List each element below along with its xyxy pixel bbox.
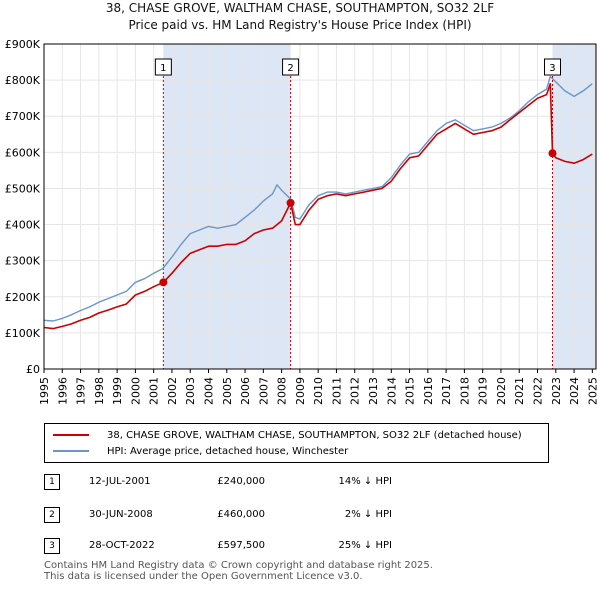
x-tick-label: 2002	[166, 377, 179, 405]
sale-point	[548, 149, 557, 158]
y-tick-label: £0	[26, 363, 40, 376]
footer: Contains HM Land Registry data © Crown c…	[44, 560, 433, 582]
x-tick-label: 2020	[495, 377, 508, 405]
sale-number-badge: 1	[44, 474, 60, 490]
property-series-line	[43, 82, 593, 330]
sale-hpi-diff: 2% ↓ HPI	[344, 509, 392, 520]
sale-point	[286, 198, 295, 207]
x-tick-label: 2016	[422, 377, 435, 405]
x-tick-label: 2013	[367, 377, 380, 405]
y-tick-label: £200K	[5, 291, 41, 304]
sale-hpi-diff: 25% ↓ HPI	[338, 540, 392, 551]
x-tick-label: 2001	[148, 377, 161, 405]
x-tick-label: 2015	[404, 377, 417, 405]
x-tick-label: 2004	[203, 377, 216, 405]
sale-number-badge: 2	[44, 507, 60, 523]
x-tick-label: 2011	[330, 377, 343, 405]
sale-label: 1	[160, 63, 166, 74]
plot-frame	[43, 43, 597, 370]
x-tick-label: 1997	[75, 377, 88, 405]
y-tick-label: £900K	[5, 38, 41, 51]
legend-swatch-hpi	[53, 450, 89, 452]
x-tick-label: 2018	[458, 377, 471, 405]
x-tick-label: 2009	[294, 377, 307, 405]
sale-date: 12-JUL-2001	[89, 476, 151, 487]
sale-label-box	[543, 58, 561, 76]
x-tick-label: 2023	[550, 377, 563, 405]
x-tick-label: 2025	[586, 377, 599, 405]
sale-hpi-diff: 14% ↓ HPI	[338, 476, 392, 487]
x-tick-label: 2007	[257, 377, 270, 405]
legend-item-hpi: HPI: Average price, detached house, Winc…	[53, 443, 348, 459]
y-tick-label: £100K	[5, 327, 41, 340]
x-tick-label: 2024	[568, 377, 581, 405]
x-tick-label: 2000	[129, 377, 142, 405]
sale-price: £460,000	[217, 509, 265, 520]
legend-swatch-property	[53, 434, 89, 436]
axes: £0 £100K £200K £300K £400K £500K £600K £700K £80…	[5, 38, 600, 405]
legend-label-property: 38, CHASE GROVE, WALTHAM CHASE, SOUTHAMP…	[107, 429, 522, 441]
x-tick-label: 2014	[385, 377, 398, 405]
x-tick-label: 2005	[221, 377, 234, 405]
sale-price: £597,500	[217, 540, 265, 551]
y-tick-label: £300K	[5, 255, 41, 268]
sale-row: 1 12-JUL-2001 £240,000 14% ↓ HPI	[44, 474, 444, 492]
x-tick-label: 2021	[513, 377, 526, 405]
x-tick-label: 2010	[312, 377, 325, 405]
price-chart: 1 2 3 £0 £100K £200K £300K £400K £500K £600K £700…	[5, 38, 600, 405]
y-tick-label: £600K	[5, 146, 41, 159]
gridlines	[43, 43, 596, 370]
sale-label: 2	[287, 63, 293, 74]
x-tick-label: 2017	[440, 377, 453, 405]
sale-label-box	[282, 58, 300, 76]
sale-date-lines: 1 2 3	[154, 58, 561, 369]
sale-label: 3	[549, 63, 555, 74]
sale-markers	[159, 149, 557, 287]
legend-item-property: 38, CHASE GROVE, WALTHAM CHASE, SOUTHAMP…	[53, 427, 522, 443]
sale-price: £240,000	[217, 476, 265, 487]
x-tick-label: 1998	[93, 377, 106, 405]
sale-row: 2 30-JUN-2008 £460,000 2% ↓ HPI	[44, 507, 444, 525]
y-tick-label: £400K	[5, 219, 41, 232]
footer-copyright: Contains HM Land Registry data © Crown c…	[44, 560, 433, 571]
x-tick-label: 2012	[349, 377, 362, 405]
x-tick-label: 2006	[239, 377, 252, 405]
sale-point	[159, 278, 168, 287]
x-tick-label: 1999	[111, 377, 124, 405]
x-tick-label: 2003	[184, 377, 197, 405]
shaded-regions	[163, 44, 596, 369]
x-tick-label: 2022	[532, 377, 545, 405]
sale-label-box	[154, 58, 172, 76]
sale-date: 30-JUN-2008	[89, 509, 153, 520]
hpi-series-line	[43, 75, 593, 322]
sale-date: 28-OCT-2022	[89, 540, 155, 551]
legend-label-hpi: HPI: Average price, detached house, Winc…	[107, 445, 349, 457]
legend: 38, CHASE GROVE, WALTHAM CHASE, SOUTHAMP…	[44, 423, 549, 463]
chart-title-line-1: 38, CHASE GROVE, WALTHAM CHASE, SOUTHAMP…	[105, 1, 495, 15]
sale-number-badge: 3	[44, 538, 60, 554]
chart-title-line-2: Price paid vs. HM Land Registry's House …	[128, 18, 472, 32]
x-tick-label: 1995	[38, 377, 51, 405]
x-tick-label: 1996	[56, 377, 69, 405]
series-lines	[43, 75, 593, 330]
sale-row: 3 28-OCT-2022 £597,500 25% ↓ HPI	[44, 538, 444, 556]
y-tick-label: £500K	[5, 182, 41, 195]
y-tick-label: £700K	[5, 110, 41, 123]
x-tick-label: 2008	[276, 377, 289, 405]
footer-licence: This data is licensed under the Open Gov…	[44, 571, 363, 582]
x-tick-label: 2019	[477, 377, 490, 405]
y-tick-label: £800K	[5, 74, 41, 87]
